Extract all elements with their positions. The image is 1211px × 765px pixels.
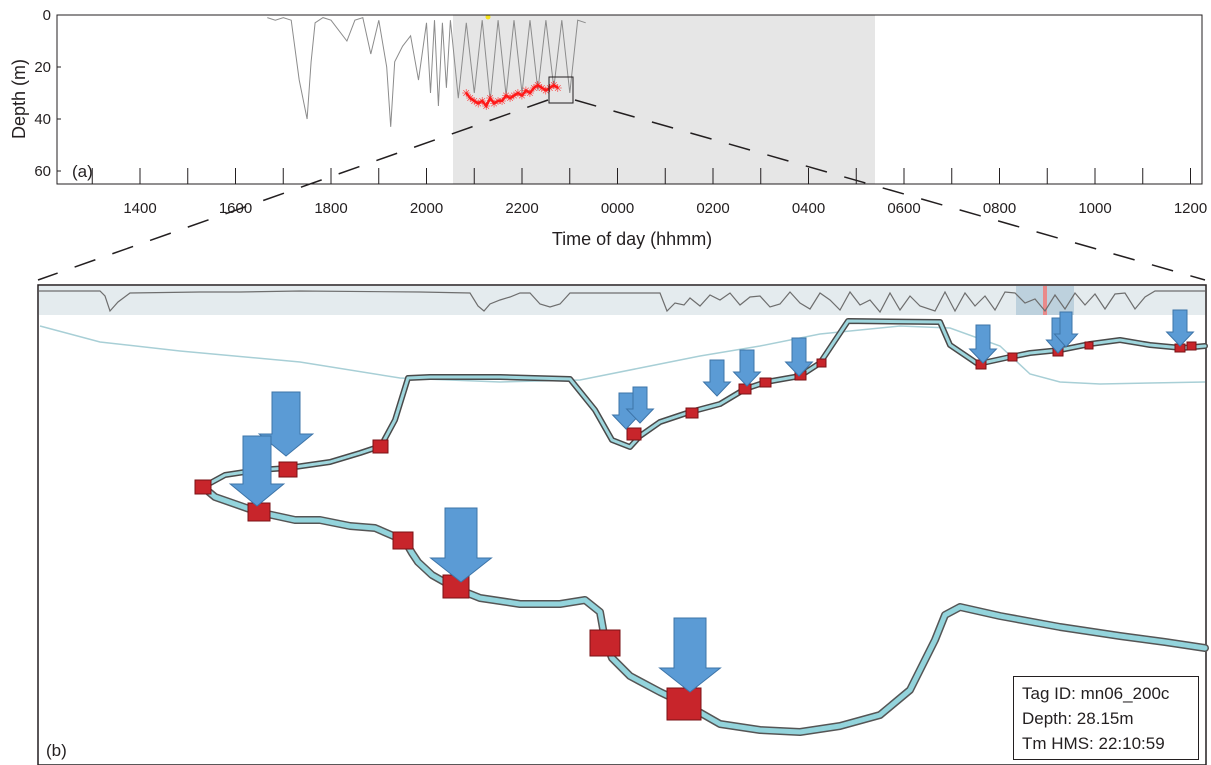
- x-tick-label: 2200: [505, 200, 538, 217]
- foraging-point: ✳: [478, 95, 487, 108]
- foraging-point: ✳: [545, 82, 554, 95]
- y-tick-label: 60: [34, 163, 51, 180]
- event-markers: [194, 341, 1197, 721]
- x-tick-label: 1400: [123, 200, 156, 217]
- x-tick-label: 1600: [219, 200, 252, 217]
- event-cube: [816, 358, 827, 368]
- foraging-point: ✳: [474, 97, 483, 110]
- foraging-point: ✳: [501, 90, 510, 103]
- foraging-point: ✳: [497, 95, 506, 108]
- x-tick-label: 0000: [601, 200, 634, 217]
- marker-dot: [485, 14, 491, 20]
- event-cube: [392, 531, 414, 550]
- event-cube: [666, 687, 702, 721]
- depth-text: Depth: 28.15m: [1022, 709, 1134, 728]
- zoom-box: [548, 76, 574, 104]
- time-text: Tm HMS: 22:10:59: [1022, 734, 1165, 753]
- foraging-point: ✳: [521, 84, 530, 97]
- arrow-markers: [228, 309, 1195, 693]
- surface-trace: [39, 325, 1206, 385]
- event-cube: [278, 461, 298, 478]
- arrow-marker: [1165, 309, 1195, 347]
- info-box: Tag ID: mn06_200c Depth: 28.15m Tm HMS: …: [1013, 676, 1199, 760]
- arrow-marker: [228, 435, 286, 507]
- arrow-marker: [257, 391, 315, 457]
- y-tick-label: 40: [34, 111, 51, 128]
- y-tick-label: 0: [43, 7, 51, 24]
- tag-id-text: Tag ID: mn06_200c: [1022, 684, 1170, 703]
- event-cube: [685, 407, 699, 419]
- depth-series-line: [267, 16, 586, 127]
- arrow-marker: [1053, 311, 1079, 348]
- x-tick-label: 1000: [1078, 200, 1111, 217]
- x-axis-label: Time of day (hhmm): [552, 229, 712, 249]
- event-cube: [194, 479, 212, 495]
- x-axis: 1400 1600 1800 2000 2200 0000 0200 0400 0600 0800…: [91, 168, 1207, 217]
- y-axis-label: Depth (m): [9, 59, 29, 139]
- panel-label-b: (b): [46, 741, 67, 760]
- track-3d-panel: (b): [37, 284, 1209, 765]
- highlight-region: [453, 15, 875, 184]
- depth-chart: ✳✳✳✳✳✳✳✳✳✳✳✳✳✳✳✳✳✳✳✳✳✳✳✳ 0 20 40 60 1400 160…: [9, 7, 1207, 249]
- foraging-point: ✳: [525, 87, 534, 100]
- arrow-marker: [732, 349, 762, 387]
- depth-traces: ✳✳✳✳✳✳✳✳✳✳✳✳✳✳✳✳✳✳✳✳✳✳✳✳: [267, 16, 586, 127]
- event-cube: [247, 502, 271, 522]
- foraging-point: ✳: [517, 90, 526, 103]
- arrow-marker: [784, 337, 814, 377]
- y-axis: 0 20 40 60: [34, 7, 61, 180]
- arrow-marker: [968, 324, 998, 364]
- x-tick-label: 0600: [887, 200, 920, 217]
- foraging-point: ✳: [482, 100, 491, 113]
- foraging-point: ✳: [537, 82, 546, 95]
- foraging-point: ✳: [462, 87, 471, 100]
- foraging-point: ✳: [513, 87, 522, 100]
- zoom-line-right: [574, 99, 1206, 281]
- x-tick-label: 0200: [696, 200, 729, 217]
- event-cube: [372, 439, 389, 454]
- x-tick-label: 0800: [983, 200, 1016, 217]
- zoom-line-left: [37, 99, 549, 281]
- foraging-point: ✳: [490, 97, 499, 110]
- event-cube: [738, 383, 752, 395]
- event-cube: [759, 377, 772, 388]
- panel-b-frame: [37, 284, 1207, 765]
- event-cube: [1007, 352, 1018, 362]
- foraging-point: ✳: [486, 92, 495, 105]
- event-cube: [1186, 341, 1197, 351]
- arrow-marker: [625, 386, 655, 424]
- overview-depth-trace: [39, 290, 1205, 314]
- arrow-marker: [658, 617, 722, 693]
- zoom-projection-lines: [37, 99, 1206, 281]
- event-cube: [1084, 341, 1094, 350]
- foraging-point: ✳: [466, 92, 475, 105]
- foraging-point: ✳: [541, 84, 550, 97]
- x-tick-label: 1200: [1174, 200, 1207, 217]
- foraging-series-line: [465, 83, 559, 109]
- foraging-point: ✳: [509, 90, 518, 103]
- plot-frame: [56, 14, 1203, 185]
- foraging-point: ✳: [505, 92, 514, 105]
- event-cube: [589, 629, 621, 657]
- y-tick-label: 20: [34, 59, 51, 76]
- foraging-point: ✳: [533, 79, 542, 92]
- overview-cursor: [1043, 286, 1047, 315]
- overview-strip: [39, 286, 1205, 315]
- arrow-marker: [702, 359, 732, 397]
- panel-label-a: (a): [72, 162, 93, 181]
- foraging-point: ✳: [494, 95, 503, 108]
- arrow-marker: [429, 507, 493, 583]
- foraging-point: ✳: [470, 95, 479, 108]
- x-tick-label: 0400: [792, 200, 825, 217]
- event-cube: [626, 427, 642, 441]
- foraging-point: ✳: [529, 82, 538, 95]
- x-tick-label: 1800: [314, 200, 347, 217]
- x-tick-label: 2000: [410, 200, 443, 217]
- foraging-point: ✳: [553, 82, 562, 95]
- foraging-point: ✳: [549, 79, 558, 92]
